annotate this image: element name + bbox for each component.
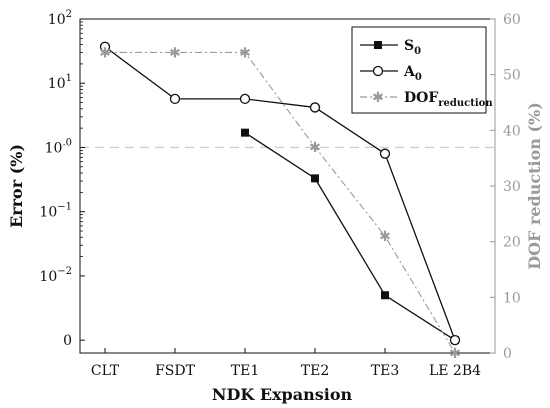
y2-tick-label: 60 (503, 12, 521, 28)
data-point (99, 41, 111, 52)
y-tick-label-base: 10 (39, 269, 57, 285)
legend-marker-dof: ✱ (372, 90, 384, 106)
x-tick-label: TE2 (301, 363, 329, 379)
legend-entry-s0: S0 (360, 38, 421, 57)
y-tick-label: 102 (48, 9, 72, 28)
series-0 (241, 128, 459, 345)
right-axis-ticks: 0 10 20 30 40 50 60 (490, 12, 521, 362)
y-tick-label: 101 (48, 73, 72, 92)
series-line (244, 132, 456, 341)
y-axis-title: Error (%) (7, 144, 26, 228)
y2-tick-label: 10 (503, 290, 521, 306)
y2-tick-label: 0 (503, 346, 512, 362)
y2-tick-label: 20 (503, 235, 521, 251)
y-tick-label: 10−1 (39, 202, 72, 221)
legend-label-s0: S0 (404, 38, 421, 57)
legend-label-dof: DOFreduction (404, 90, 493, 109)
data-point: ✱ (379, 229, 391, 245)
legend-marker-a0 (372, 65, 384, 77)
legend: S0 A0 ✱ DOFreduction (351, 26, 493, 114)
y-tick-label: 0 (63, 333, 72, 349)
data-point (241, 128, 249, 137)
data-point: ✱ (449, 346, 461, 362)
data-point (379, 148, 391, 159)
series-2: ✱ ✱ ✱ ✱ ✱ ✱ (99, 45, 461, 362)
data-point (311, 174, 319, 183)
y-tick-label-exp: −2 (57, 266, 72, 277)
series-layer: ✱ ✱ ✱ ✱ ✱ ✱ (99, 41, 461, 362)
legend-label-a0: A0 (403, 64, 422, 83)
y-tick-label-exp: 1 (66, 73, 72, 84)
data-point: ✱ (169, 45, 181, 61)
x-tick-label: TE3 (371, 363, 399, 379)
legend-label-dof-sub: reduction (438, 98, 493, 109)
data-point (239, 93, 251, 105)
legend-entry-dof: ✱ DOFreduction (360, 90, 493, 109)
series-line (104, 46, 456, 341)
y-tick-label-exp: 2 (66, 9, 72, 20)
data-point: ✱ (239, 45, 251, 61)
y-tick-label-exp: .0 (62, 137, 72, 148)
y-tick-label-base: 10 (39, 205, 57, 221)
data-point (381, 291, 389, 300)
series-line (105, 51, 456, 354)
series-1 (99, 41, 461, 346)
x-tick-label: TE1 (231, 363, 259, 379)
y-tick-label-base: 10 (48, 12, 66, 28)
data-point (449, 335, 461, 346)
legend-marker-s0 (374, 41, 382, 49)
legend-label-a0-main: A (403, 64, 416, 80)
x-tick-label: LE 2B4 (429, 363, 481, 379)
legend-label-a0-sub: 0 (415, 72, 422, 83)
data-point (169, 93, 181, 105)
data-point: ✱ (99, 45, 111, 61)
data-point (309, 102, 321, 113)
x-axis-ticks: CLT FSDT TE1 TE2 TE3 LE 2B4 (91, 348, 481, 379)
legend-label-s0-main: S (404, 38, 414, 54)
x-tick-label: CLT (91, 363, 120, 379)
y-tick-label-base: 10 (48, 76, 66, 92)
x-axis-title: NDK Expansion (212, 385, 353, 404)
x-tick-label: FSDT (155, 363, 196, 379)
y-tick-label-text: 10 (45, 140, 63, 156)
legend-label-dof-main: DOF (404, 90, 438, 106)
y2-axis-title: DOF reduction (%) (525, 102, 544, 270)
y2-tick-label: 50 (503, 68, 521, 84)
y2-tick-label: 30 (503, 179, 521, 195)
y-tick-label: 10−2 (39, 266, 72, 285)
legend-label-s0-sub: 0 (414, 46, 421, 57)
legend-entry-a0: A0 (360, 64, 422, 83)
y2-tick-label: 40 (503, 123, 521, 139)
y-tick-label-exp: −1 (57, 202, 72, 213)
data-point: ✱ (309, 140, 321, 156)
y-tick-label: 10.0 (45, 137, 72, 156)
